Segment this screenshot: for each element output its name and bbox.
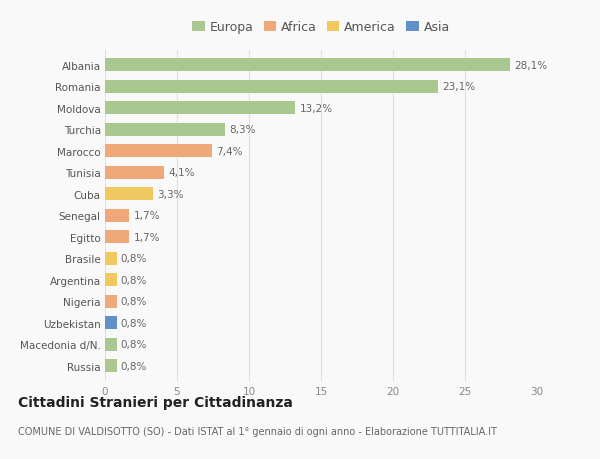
- Bar: [105, 338, 116, 351]
- Text: 0,8%: 0,8%: [121, 297, 147, 307]
- Text: 3,3%: 3,3%: [157, 189, 184, 199]
- Bar: [105, 59, 509, 72]
- Bar: [105, 274, 116, 286]
- Text: 0,8%: 0,8%: [121, 275, 147, 285]
- Bar: [105, 209, 130, 222]
- Text: Cittadini Stranieri per Cittadinanza: Cittadini Stranieri per Cittadinanza: [18, 395, 293, 409]
- Text: 13,2%: 13,2%: [299, 103, 332, 113]
- Text: 28,1%: 28,1%: [514, 61, 547, 71]
- Bar: [105, 295, 116, 308]
- Bar: [105, 123, 224, 136]
- Text: 7,4%: 7,4%: [216, 146, 242, 157]
- Bar: [105, 231, 130, 244]
- Bar: [105, 188, 152, 201]
- Legend: Europa, Africa, America, Asia: Europa, Africa, America, Asia: [190, 19, 452, 37]
- Text: 23,1%: 23,1%: [442, 82, 475, 92]
- Bar: [105, 359, 116, 372]
- Text: 8,3%: 8,3%: [229, 125, 256, 135]
- Bar: [105, 317, 116, 330]
- Text: 0,8%: 0,8%: [121, 340, 147, 349]
- Bar: [105, 102, 295, 115]
- Text: 4,1%: 4,1%: [169, 168, 195, 178]
- Bar: [105, 166, 164, 179]
- Text: 1,7%: 1,7%: [134, 211, 160, 221]
- Bar: [105, 252, 116, 265]
- Text: 1,7%: 1,7%: [134, 232, 160, 242]
- Text: 0,8%: 0,8%: [121, 361, 147, 371]
- Bar: [105, 145, 212, 158]
- Bar: [105, 80, 437, 94]
- Text: 0,8%: 0,8%: [121, 254, 147, 263]
- Text: COMUNE DI VALDISOTTO (SO) - Dati ISTAT al 1° gennaio di ogni anno - Elaborazione: COMUNE DI VALDISOTTO (SO) - Dati ISTAT a…: [18, 426, 497, 436]
- Text: 0,8%: 0,8%: [121, 318, 147, 328]
